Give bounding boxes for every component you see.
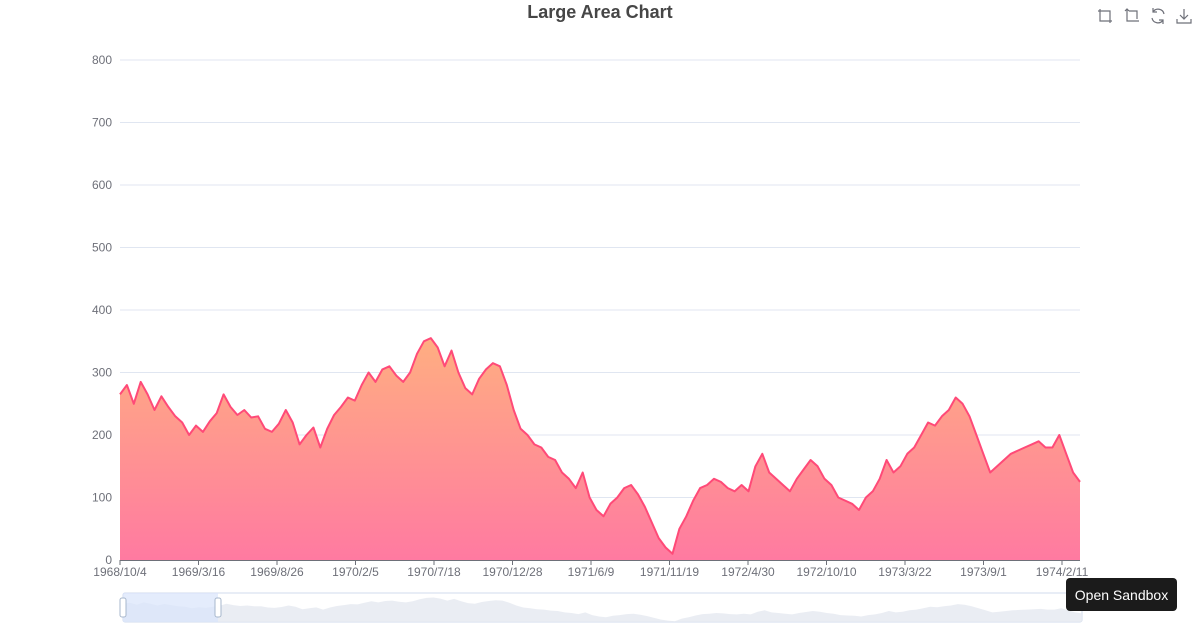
series-line — [119, 337, 1081, 555]
y-tick-label: 800 — [92, 53, 112, 67]
y-tick-label: 400 — [92, 303, 112, 317]
y-tick-label: 100 — [92, 491, 112, 505]
x-tick-label: 1972/4/30 — [721, 565, 775, 579]
x-tick-label: 1971/6/9 — [568, 565, 615, 579]
x-tick-label: 1973/9/1 — [960, 565, 1007, 579]
data-zoom-preview — [123, 597, 1082, 622]
x-tick-label: 1974/2/11 — [1036, 565, 1089, 579]
x-tick-label: 1968/10/4 — [93, 565, 147, 579]
data-zoom-handle-left — [119, 597, 127, 618]
x-tick-label: 1970/12/28 — [482, 565, 542, 579]
area-fill — [120, 338, 1080, 560]
x-tick-label: 1973/3/22 — [878, 565, 932, 579]
x-axis — [119, 560, 1080, 565]
y-tick-label: 0 — [105, 553, 112, 567]
x-tick-label: 1972/10/10 — [796, 565, 856, 579]
x-tick-label: 1969/8/26 — [250, 565, 304, 579]
x-tick-label: 1969/3/16 — [172, 565, 226, 579]
data-zoom-selection — [123, 593, 218, 622]
x-tick-label: 1970/7/18 — [407, 565, 461, 579]
y-tick-label: 500 — [92, 241, 112, 255]
zoom-reset-icon[interactable] — [1122, 6, 1142, 26]
toolbox — [1096, 6, 1194, 26]
chart-title: Large Area Chart — [527, 2, 673, 22]
x-tick-label: 1971/11/19 — [640, 565, 699, 579]
series-area — [119, 337, 1081, 560]
save-image-icon[interactable] — [1174, 6, 1194, 26]
x-tick-label: 1970/2/5 — [332, 565, 379, 579]
y-axis-tick-labels: 0 100 200 300 400 500 600 700 800 — [92, 53, 112, 567]
open-sandbox-button[interactable]: Open Sandbox — [1066, 578, 1177, 611]
data-zoom-slider[interactable] — [119, 592, 1083, 623]
y-tick-label: 600 — [92, 178, 112, 192]
zoom-icon[interactable] — [1096, 6, 1116, 26]
y-tick-label: 200 — [92, 428, 112, 442]
restore-icon[interactable] — [1148, 6, 1168, 26]
y-tick-label: 700 — [92, 116, 112, 130]
x-axis-tick-labels: 1968/10/4 1969/3/16 1969/8/26 1970/2/5 1970/… — [93, 565, 1088, 579]
data-zoom-handle-right — [214, 597, 222, 618]
y-tick-label: 300 — [92, 366, 112, 380]
